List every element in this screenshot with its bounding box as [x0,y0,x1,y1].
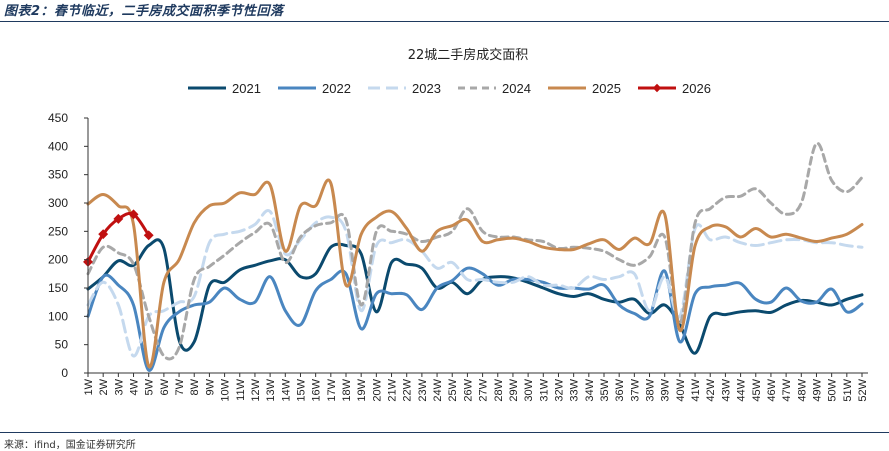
series-line-2025 [86,178,864,369]
x-tick-label: 40W [675,378,687,401]
series-group [83,141,864,372]
y-tick-label: 200 [48,253,68,267]
x-tick-label: 13W [265,378,277,401]
x-tick-label: 27W [478,378,490,401]
x-tick-label: 10W [220,378,232,401]
legend-label: 2025 [592,81,621,96]
series-point-2026 [143,230,154,241]
x-tick-label: 4W [129,378,141,395]
legend-item-2026: 2026 [638,81,711,96]
chart-title: 22城二手房成交面积 [408,47,529,63]
legend-marker [652,83,662,93]
figure-title: 图表2：春节临近，二手房成交面积季节性回落 [4,4,284,19]
legend-item-2024: 2024 [458,81,531,96]
y-tick-label: 50 [55,338,69,352]
x-tick-label: 6W [159,378,171,395]
x-tick-label: 49W [811,378,823,401]
y-tick-label: 450 [48,111,68,125]
x-tick-label: 35W [599,378,611,401]
y-tick-label: 400 [48,139,68,153]
x-tick-label: 8W [189,378,201,395]
legend-item-2023: 2023 [368,81,441,96]
chart-legend: 2021 2022 2023 2024 2025 2026 [188,81,711,96]
x-tick-label: 19W [356,378,368,401]
x-tick-label: 38W [645,378,657,401]
x-tick-label: 7W [174,378,186,395]
footer-divider [0,432,889,433]
x-tick-label: 17W [326,378,338,401]
x-tick-label: 12W [250,378,262,401]
x-tick-label: 23W [417,378,429,401]
x-tick-label: 15W [295,378,307,401]
x-tick-label: 37W [629,378,641,401]
x-tick-label: 51W [842,378,854,401]
x-tick-label: 22W [402,378,414,401]
x-tick-label: 18W [341,378,353,401]
x-tick-label: 9W [204,378,216,395]
y-tick-label: 350 [48,168,68,182]
x-tick-label: 30W [523,378,535,401]
legend-label: 2026 [682,81,711,96]
x-tick-label: 52W [857,378,869,401]
y-tick-label: 100 [48,309,68,323]
x-tick-label: 21W [387,378,399,401]
x-tick-label: 20W [371,378,383,401]
line-chart: 22城二手房成交面积 2021 2022 2023 2024 2025 2026 0 50 1… [48,47,869,402]
y-tick-label: 300 [48,196,68,210]
x-tick-label: 44W [736,378,748,401]
x-tick-label: 26W [462,378,474,401]
x-tick-label: 24W [432,378,444,401]
legend-label: 2023 [412,81,441,96]
source-note: 来源：ifind，国金证券研究所 [4,440,136,451]
x-tick-label: 16W [311,378,323,401]
title-divider [0,21,889,22]
x-tick-label: 45W [751,378,763,401]
x-tick-label: 41W [690,378,702,401]
x-tick-label: 14W [280,378,292,401]
legend-item-2022: 2022 [278,81,351,96]
legend-item-2025: 2025 [548,81,621,96]
legend-item-2021: 2021 [188,81,261,96]
series-point-2026 [128,209,139,220]
x-tick-label: 31W [538,378,550,401]
x-tick-label: 5W [144,378,156,395]
legend-label: 2024 [502,81,531,96]
series-point-2026 [98,229,109,240]
x-tick-label: 42W [705,378,717,401]
x-tick-label: 48W [796,378,808,401]
y-tick-label: 0 [61,366,68,380]
x-tick-label: 29W [508,378,520,401]
x-tick-label: 3W [113,378,125,395]
series-line-2024 [86,141,864,361]
series-line-2022 [86,266,864,372]
x-tick-label: 25W [447,378,459,401]
series-point-2026 [113,213,124,224]
y-tick-label: 150 [48,281,68,295]
x-tick-label: 43W [720,378,732,401]
x-tick-label: 39W [660,378,672,401]
x-tick-label: 11W [235,378,247,400]
x-tick-label: 33W [569,378,581,401]
x-tick-label: 46W [766,378,778,401]
x-tick-label: 34W [584,378,596,401]
x-tick-label: 36W [614,378,626,401]
y-tick-label: 250 [48,224,68,238]
axes-group: 0 50 100 150 200 250 300 350 400 450 1W 2W 3W 4W 5W 6W 7… [48,111,869,402]
x-tick-label: 47W [781,378,793,401]
legend-label: 2021 [232,81,261,96]
series-line-2021 [86,238,864,355]
x-tick-label: 1W [83,378,95,395]
series-line-2023 [86,209,864,358]
legend-label: 2022 [322,81,351,96]
x-tick-label: 28W [493,378,505,401]
x-tick-label: 2W [98,378,110,395]
x-tick-label: 32W [553,378,565,401]
x-tick-label: 50W [827,378,839,401]
